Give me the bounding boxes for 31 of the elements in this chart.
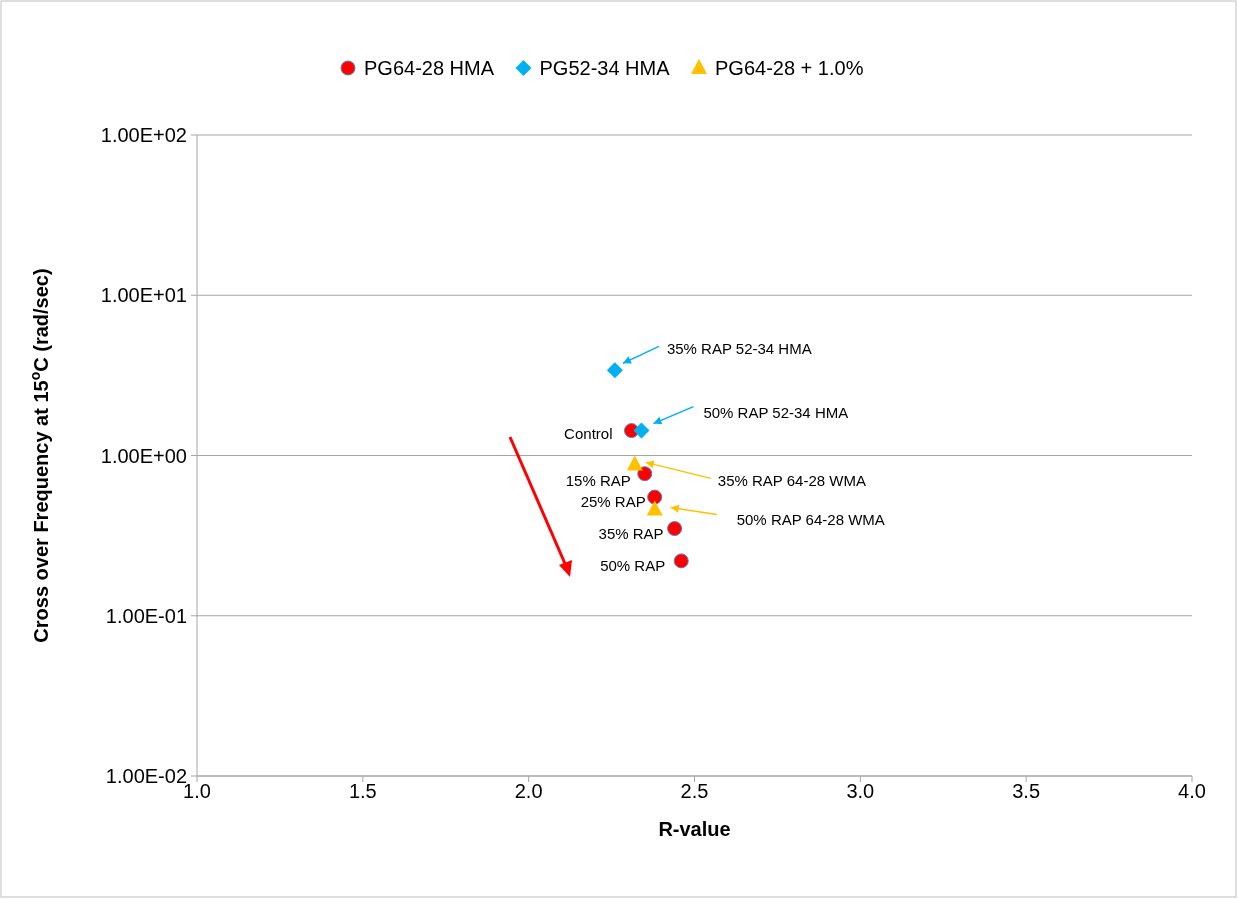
- point: [673, 553, 689, 569]
- x-tick-label: 2.5: [680, 780, 709, 802]
- point: [647, 489, 663, 505]
- y-tick-label: 1.00E+02: [100, 124, 187, 146]
- annotation: 50% RAP: [600, 556, 666, 574]
- annotation: 35% RAP: [598, 524, 664, 542]
- x-tick-label: 2.0: [514, 780, 543, 802]
- point: [637, 466, 653, 482]
- point: [633, 422, 650, 439]
- annotation: 15% RAP: [565, 471, 631, 489]
- point: [667, 521, 683, 537]
- y-tick-label: 1.00E+00: [100, 444, 187, 467]
- point: [606, 362, 623, 379]
- x-tick-label: 3.5: [1012, 780, 1041, 802]
- x-axis-title: R-value: [658, 818, 731, 840]
- x-tick-label: 3.0: [846, 780, 875, 802]
- x-tick-label: 4.0: [1178, 780, 1206, 802]
- x-tick-label: 1.5: [348, 780, 377, 802]
- legend-label: PG64-28 + 1.0%: [715, 57, 864, 79]
- legend-label: PG52-34 HMA: [539, 57, 671, 79]
- annotation: 35% RAP 52-34 HMA: [666, 340, 812, 358]
- y-tick-label: 1.00E+01: [100, 284, 187, 307]
- annotation: 50% RAP 64-28 WMA: [736, 510, 885, 528]
- annotation: 25% RAP: [580, 493, 646, 511]
- annotation: 35% RAP 64-28 WMA: [717, 472, 866, 490]
- point: [626, 455, 643, 471]
- point: [646, 500, 663, 516]
- legend-label: PG64-28 HMA: [364, 57, 495, 79]
- y-tick-label: 1.00E-01: [105, 604, 187, 627]
- annotation: 50% RAP 52-34 HMA: [703, 403, 849, 421]
- annotation: Control: [564, 424, 613, 442]
